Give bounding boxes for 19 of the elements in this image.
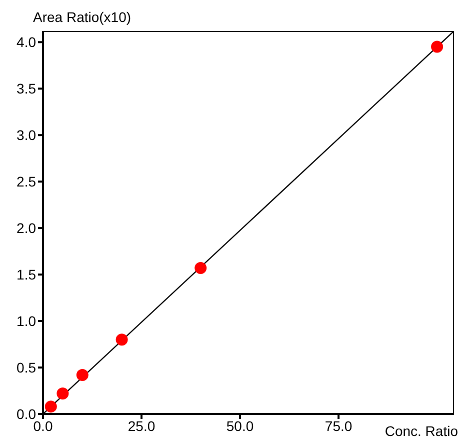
x-tick-label: 50.0 <box>226 418 254 434</box>
point <box>116 334 128 346</box>
x-tick-label: 25.0 <box>128 418 156 434</box>
y-tick-label: 3.0 <box>16 127 36 144</box>
y-tick-label: 1.5 <box>16 266 36 283</box>
y-tick-label: 3.5 <box>16 80 36 97</box>
point <box>431 40 444 53</box>
point <box>44 400 57 413</box>
y-tick-label: 0.5 <box>16 359 36 376</box>
point <box>76 368 88 381</box>
y-tick-label: 1.0 <box>16 313 36 330</box>
y-axis-title: Area Ratio(x10) <box>33 9 132 25</box>
y-tick-label: 4.0 <box>16 34 36 50</box>
x-tick-label: 75.0 <box>324 418 352 434</box>
x-axis-title: Conc. Ratio <box>384 423 458 439</box>
point <box>56 388 69 400</box>
point <box>194 262 207 274</box>
y-tick-label: 2.0 <box>16 220 36 236</box>
y-tick-label: 2.5 <box>16 174 36 190</box>
